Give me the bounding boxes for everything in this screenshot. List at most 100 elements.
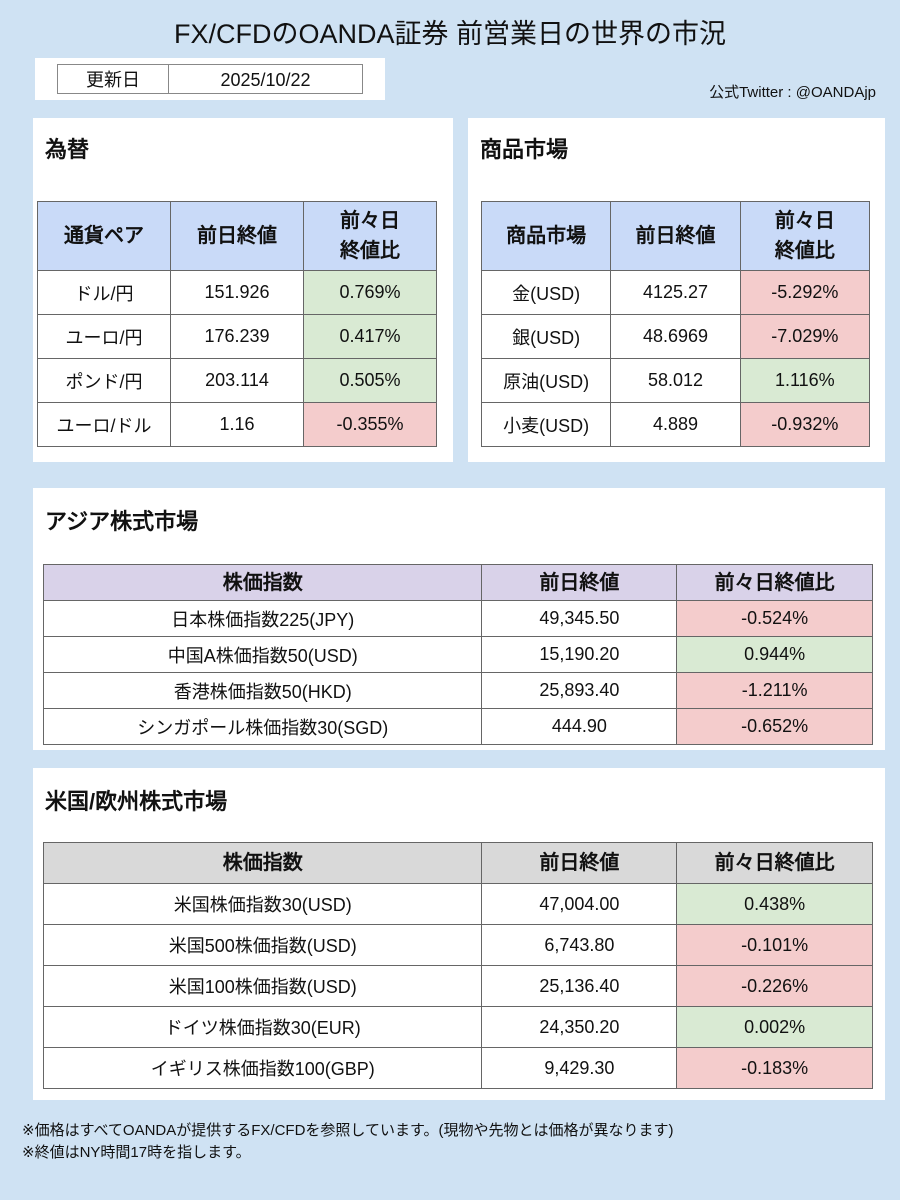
change-cell: -0.652% [676,708,873,745]
value-cell: 24,350.20 [481,1006,678,1048]
value-cell: 49,345.50 [481,600,678,637]
value-cell: 香港株価指数50(HKD) [42,672,483,709]
value-cell: 米国100株価指数(USD) [42,965,483,1007]
notes: ※価格はすべてOANDAが提供するFX/CFDを参照しています。(現物や先物とは… [22,1120,673,1164]
table-head: 株価指数 前日終値 前々日終値比 [42,842,873,884]
data-table: 株価指数 前日終値 前々日終値比 米国株価指数30(USD) 47,004.00 0.43… [42,842,873,1089]
table-head: 通貨ペア 前日終値 前々日 終値比 [37,201,437,271]
change-cell: -0.932% [739,402,871,447]
update-label: 更新日 [57,64,169,94]
value-cell: ユーロ/ドル [37,402,171,447]
value-cell: シンガポール株価指数30(SGD) [42,708,483,745]
header-cell: 通貨ペア [37,201,171,271]
value-cell: 47,004.00 [481,883,678,925]
table-body: ドル/円 151.926 0.769% ユーロ/円 176.239 0.417% ポンド/円… [37,270,437,447]
table-row: ポンド/円 203.114 0.505% [37,358,437,403]
value-cell: 15,190.20 [481,636,678,673]
change-cell: -1.211% [676,672,873,709]
header-cell: 前々日終値比 [676,564,873,601]
value-cell: 銀(USD) [480,314,612,359]
value-cell: イギリス株価指数100(GBP) [42,1047,483,1089]
value-cell: 444.90 [481,708,678,745]
change-cell: 0.438% [676,883,873,925]
change-cell: -0.355% [303,402,437,447]
section-title: アジア株式市場 [45,509,199,534]
value-cell: 25,136.40 [481,965,678,1007]
section-panel: 為替 通貨ペア 前日終値 前々日 終値比 ドル/円 151.926 0.769% ユーロ/円 1… [33,118,453,462]
table-row: 原油(USD) 58.012 1.116% [480,358,871,403]
value-cell: 48.6969 [610,314,741,359]
section-panel: 米国/欧州株式市場 株価指数 前日終値 前々日終値比 米国株価指数30(USD) 47,0… [33,768,885,1100]
table-row: ドイツ株価指数30(EUR) 24,350.20 0.002% [42,1006,873,1048]
value-cell: 中国A株価指数50(USD) [42,636,483,673]
header-cell: 前日終値 [481,564,678,601]
value-cell: 203.114 [170,358,304,403]
table-row: ユーロ/円 176.239 0.417% [37,314,437,359]
note: ※価格はすべてOANDAが提供するFX/CFDを参照しています。(現物や先物とは… [22,1122,674,1139]
header-cell: 前日終値 [481,842,678,884]
table-row: 香港株価指数50(HKD) 25,893.40 -1.211% [42,672,873,709]
value-cell: ドル/円 [37,270,171,315]
table-row: ドル/円 151.926 0.769% [37,270,437,315]
header-cell: 前々日終値比 [676,842,873,884]
data-table: 株価指数 前日終値 前々日終値比 日本株価指数225(JPY) 49,345.50 -0.… [42,564,873,745]
table-row: 米国株価指数30(USD) 47,004.00 0.438% [42,883,873,925]
section-title: 為替 [45,137,90,162]
change-cell: 0.417% [303,314,437,359]
value-cell: 151.926 [170,270,304,315]
header-cell: 前々日 終値比 [739,201,871,271]
change-cell: -0.101% [676,924,873,966]
header-cell: 前々日 終値比 [303,201,437,271]
value-cell: ポンド/円 [37,358,171,403]
value-cell: 4.889 [610,402,741,447]
value-cell: 4125.27 [610,270,741,315]
value-cell: 米国株価指数30(USD) [42,883,483,925]
header-cell: 前日終値 [610,201,741,271]
value-cell: 9,429.30 [481,1047,678,1089]
section-title: 米国/欧州株式市場 [45,789,228,814]
change-cell: 0.769% [303,270,437,315]
value-cell: 小麦(USD) [480,402,612,447]
twitter-handle: 公式Twitter : @OANDAjp [709,84,876,101]
value-cell: 金(USD) [480,270,612,315]
change-cell: -5.292% [739,270,871,315]
table-row: 中国A株価指数50(USD) 15,190.20 0.944% [42,636,873,673]
change-cell: -0.183% [676,1047,873,1089]
change-cell: -7.029% [739,314,871,359]
header-row: 株価指数 前日終値 前々日終値比 [42,564,873,601]
change-cell: 0.944% [676,636,873,673]
header-cell: 前日終値 [170,201,304,271]
table-row: 米国500株価指数(USD) 6,743.80 -0.101% [42,924,873,966]
value-cell: 6,743.80 [481,924,678,966]
value-cell: ユーロ/円 [37,314,171,359]
value-cell: ドイツ株価指数30(EUR) [42,1006,483,1048]
table-row: 小麦(USD) 4.889 -0.932% [480,402,871,447]
note: ※終値はNY時間17時を指します。 [22,1144,251,1161]
value-cell: 25,893.40 [481,672,678,709]
value-cell: 米国500株価指数(USD) [42,924,483,966]
table-row: 金(USD) 4125.27 -5.292% [480,270,871,315]
table-row: 米国100株価指数(USD) 25,136.40 -0.226% [42,965,873,1007]
table-body: 日本株価指数225(JPY) 49,345.50 -0.524% 中国A株価指数50(… [42,600,873,745]
section-panel: 商品市場 商品市場 前日終値 前々日 終値比 金(USD) 4125.27 -5.292% 銀… [468,118,885,462]
table-row: ユーロ/ドル 1.16 -0.355% [37,402,437,447]
data-table: 商品市場 前日終値 前々日 終値比 金(USD) 4125.27 -5.292% 銀(USD… [480,201,871,447]
table-row: シンガポール株価指数30(SGD) 444.90 -0.652% [42,708,873,745]
table-row: 銀(USD) 48.6969 -7.029% [480,314,871,359]
data-table: 通貨ペア 前日終値 前々日 終値比 ドル/円 151.926 0.769% ユーロ/円 176… [37,201,437,447]
value-cell: 原油(USD) [480,358,612,403]
update-box: 更新日 2025/10/22 [35,58,385,100]
value-cell: 58.012 [610,358,741,403]
header-cell: 商品市場 [480,201,612,271]
section-title: 商品市場 [480,137,569,162]
header-cell: 株価指数 [42,842,483,884]
table-row: イギリス株価指数100(GBP) 9,429.30 -0.183% [42,1047,873,1089]
update-date: 2025/10/22 [168,64,363,94]
table-body: 金(USD) 4125.27 -5.292% 銀(USD) 48.6969 -7.029%… [480,270,871,447]
header-row: 通貨ペア 前日終値 前々日 終値比 [37,201,437,271]
change-cell: -0.226% [676,965,873,1007]
value-cell: 日本株価指数225(JPY) [42,600,483,637]
value-cell: 176.239 [170,314,304,359]
